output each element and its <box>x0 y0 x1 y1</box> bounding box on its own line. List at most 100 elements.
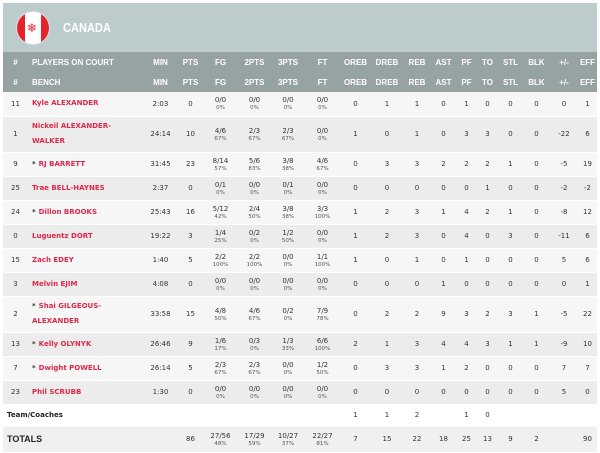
column-header[interactable]: TO <box>477 72 498 92</box>
jersey-number: 0 <box>3 224 28 249</box>
column-header[interactable]: OREB <box>340 72 371 92</box>
blk: 0 <box>523 356 550 381</box>
column-header[interactable]: EFF <box>578 72 597 92</box>
stl: 1 <box>498 200 523 225</box>
percentage: 67% <box>214 369 227 376</box>
column-header[interactable]: BENCH <box>28 72 143 92</box>
ast: 0 <box>431 224 456 249</box>
points: 86 <box>178 425 203 453</box>
column-header[interactable]: REB <box>403 52 431 72</box>
player-cell: * Kelly OLYNYK <box>28 332 143 357</box>
column-header[interactable]: PF <box>456 72 477 92</box>
player-name-link[interactable]: Phil SCRUBB <box>32 387 82 396</box>
two-pts: 2/3 67% <box>238 356 271 381</box>
player-name-link[interactable]: Dwight POWELL <box>38 363 102 372</box>
percentage: 25% <box>214 237 227 244</box>
percentage: 0% <box>318 105 327 112</box>
column-header[interactable]: # <box>3 72 28 92</box>
column-header[interactable]: +/- <box>550 52 578 72</box>
made-attempted: 0/1 <box>282 180 294 189</box>
percentage: 67% <box>248 369 261 376</box>
player-name-link[interactable]: Dillon BROOKS <box>38 207 98 216</box>
made-attempted: 0/0 <box>248 276 261 285</box>
column-header[interactable]: BLK <box>523 52 550 72</box>
minutes: 2:03 <box>143 92 178 117</box>
column-header[interactable]: PLAYERS ON COURT <box>28 52 143 72</box>
column-header[interactable]: DREB <box>371 72 403 92</box>
blk <box>523 403 550 427</box>
player-name-link[interactable]: Kyle ALEXANDER <box>32 99 99 108</box>
table-row: 23 Phil SCRUBB 1:30 0 0/0 0% 0/0 0% 0/0 0% 0/0 0% 0 0… <box>3 380 597 405</box>
column-header[interactable]: FT <box>305 52 340 72</box>
table-row: 13 * Kelly OLYNYK 26:46 9 1/6 17% 0/3 0% 1/3 33% 6/… <box>3 332 597 357</box>
jersey-number: 25 <box>3 176 28 201</box>
made-attempted: 2/3 <box>282 126 294 135</box>
reb: 1 <box>403 248 431 273</box>
three-pts: 0/2 0% <box>271 296 305 333</box>
player-name-link[interactable]: Luguentz DORT <box>32 231 93 240</box>
player-cell: Kyle ALEXANDER <box>28 92 143 117</box>
player-name-link[interactable]: Shai GILGEOUS-ALEXANDER <box>32 302 102 325</box>
column-header[interactable]: MIN <box>143 72 178 92</box>
column-header[interactable]: MIN <box>143 52 178 72</box>
column-header[interactable]: 2PTS <box>238 72 271 92</box>
made-attempted: 4/6 <box>248 306 261 315</box>
column-header[interactable]: 2PTS <box>238 52 271 72</box>
column-header[interactable]: FT <box>305 72 340 92</box>
column-header[interactable]: # <box>3 52 28 72</box>
two-pts: 0/0 0% <box>238 92 271 117</box>
made-attempted: 5/6 <box>248 156 261 165</box>
jersey-number: 2 <box>3 296 28 333</box>
column-header[interactable]: DREB <box>371 52 403 72</box>
to: 3 <box>477 332 498 357</box>
made-attempted: 22/27 <box>312 431 333 440</box>
column-header[interactable]: +/- <box>550 72 578 92</box>
percentage: 0% <box>318 135 327 142</box>
column-header[interactable]: 3PTS <box>271 52 305 72</box>
ft: 7/9 78% <box>305 296 340 333</box>
reb: 3 <box>403 332 431 357</box>
player-name-link[interactable]: Nickeil ALEXANDER-WALKER <box>32 122 112 145</box>
column-header[interactable]: TO <box>477 52 498 72</box>
column-header[interactable]: PTS <box>178 72 203 92</box>
canada-flag-icon: ❄ <box>17 11 49 44</box>
column-header[interactable]: STL <box>498 52 523 72</box>
column-header[interactable]: AST <box>431 72 456 92</box>
column-header[interactable]: PF <box>456 52 477 72</box>
made-attempted: 4/6 <box>316 156 329 165</box>
jersey-number: 9 <box>3 152 28 177</box>
made-attempted: 0/0 <box>316 276 329 285</box>
stats-table: # PLAYERS ON COURT MIN PTS FG 2PTS 3PTS FT OREB D… <box>3 52 597 453</box>
percentage: 17% <box>214 345 227 352</box>
column-header[interactable]: REB <box>403 72 431 92</box>
player-name-link[interactable]: Trae BELL-HAYNES <box>32 183 105 192</box>
percentage: 0% <box>318 189 327 196</box>
column-header[interactable]: PTS <box>178 52 203 72</box>
player-name-link[interactable]: Zach EDEY <box>32 255 74 264</box>
player-name-link[interactable]: Kelly OLYNYK <box>38 339 92 348</box>
column-header[interactable]: FG <box>203 52 238 72</box>
pf: 25 <box>456 425 477 453</box>
column-header[interactable]: OREB <box>340 52 371 72</box>
player-name-link[interactable]: RJ BARRETT <box>38 159 86 168</box>
made-attempted: 1/2 <box>316 360 329 369</box>
column-header[interactable]: 3PTS <box>271 72 305 92</box>
column-header[interactable]: FG <box>203 72 238 92</box>
fg: 4/8 50% <box>203 296 238 333</box>
percentage: 100% <box>314 345 331 352</box>
oreb: 1 <box>340 116 371 153</box>
column-header[interactable]: AST <box>431 52 456 72</box>
column-header[interactable]: BLK <box>523 72 550 92</box>
player-name-link[interactable]: Melvin EJIM <box>32 279 78 288</box>
column-header[interactable]: STL <box>498 72 523 92</box>
eff: 6 <box>578 224 597 249</box>
stl <box>498 403 523 427</box>
dreb: 1 <box>371 403 403 427</box>
percentage: 0% <box>216 105 225 112</box>
table-row: 9 * RJ BARRETT 31:45 23 8/14 57% 5/6 83% 3/8 38% 4/… <box>3 152 597 177</box>
minutes: 26:46 <box>143 332 178 357</box>
eff: 6 <box>578 248 597 273</box>
fg: 2/2 100% <box>203 248 238 273</box>
starter-marker: * <box>32 339 36 348</box>
column-header[interactable]: EFF <box>578 52 597 72</box>
